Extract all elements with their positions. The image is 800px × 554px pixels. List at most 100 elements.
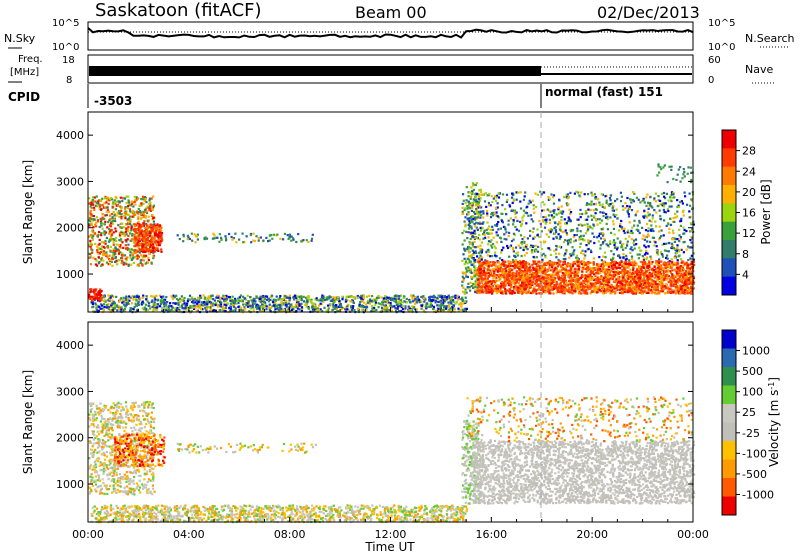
power-point xyxy=(581,238,585,241)
power-point xyxy=(425,303,428,306)
power-point xyxy=(177,310,180,313)
power-point xyxy=(281,303,284,306)
power-point xyxy=(641,237,644,240)
power-point xyxy=(541,258,544,261)
power-point xyxy=(347,308,350,311)
power-point xyxy=(363,301,366,304)
power-point xyxy=(145,303,148,306)
power-point xyxy=(104,214,107,217)
power-point xyxy=(468,255,471,258)
power-point xyxy=(229,305,232,308)
power-point xyxy=(97,231,101,234)
power-point xyxy=(457,310,460,313)
power-point xyxy=(655,245,658,248)
power-point xyxy=(461,210,464,213)
power-point xyxy=(112,300,116,303)
power-point xyxy=(142,224,145,227)
power-point xyxy=(681,202,684,205)
power-point xyxy=(162,302,165,305)
power-point xyxy=(135,299,138,302)
power-point xyxy=(403,300,406,303)
power-point xyxy=(129,254,132,257)
power-point xyxy=(279,306,282,309)
power-point xyxy=(482,193,485,196)
power-point xyxy=(228,296,231,299)
power-point xyxy=(691,246,694,249)
power-point xyxy=(120,306,123,309)
power-point xyxy=(195,299,198,302)
power-point xyxy=(463,292,466,295)
power-point xyxy=(216,236,219,239)
power-point xyxy=(290,235,293,238)
power-point xyxy=(204,303,207,306)
power-point xyxy=(282,308,286,312)
power-point xyxy=(552,237,555,240)
power-point xyxy=(105,210,108,213)
power-point xyxy=(371,304,374,308)
power-point xyxy=(136,222,139,225)
power-point xyxy=(234,232,237,235)
date-title: 02/Dec/2013 xyxy=(597,3,700,22)
power-point xyxy=(668,231,671,234)
power-point xyxy=(524,191,527,194)
power-point xyxy=(296,295,299,298)
power-point xyxy=(668,205,671,208)
power-point xyxy=(471,241,474,244)
power-point xyxy=(555,267,558,271)
power-point xyxy=(193,307,196,310)
power-point xyxy=(120,232,123,235)
power-point xyxy=(480,214,483,217)
power-point xyxy=(469,260,472,263)
power-point xyxy=(464,207,467,210)
power-point xyxy=(514,246,518,249)
power-point xyxy=(496,215,499,218)
power-point xyxy=(486,194,489,197)
power-point xyxy=(495,241,498,244)
power-point xyxy=(482,210,485,213)
power-point xyxy=(127,226,130,229)
power-point xyxy=(135,199,138,202)
power-point xyxy=(595,285,598,288)
power-point xyxy=(560,290,563,293)
power-point xyxy=(474,218,477,221)
power-point xyxy=(286,234,289,237)
power-point xyxy=(519,246,522,249)
power-point xyxy=(152,255,155,258)
power-point xyxy=(437,294,440,297)
power-point xyxy=(494,224,497,227)
power-point xyxy=(603,284,606,287)
power-point xyxy=(380,304,384,307)
power-point xyxy=(314,305,317,308)
power-point xyxy=(100,289,103,293)
power-point xyxy=(151,238,154,241)
power-point xyxy=(411,296,414,299)
power-point xyxy=(132,261,135,264)
power-point xyxy=(433,296,437,299)
power-point xyxy=(321,294,324,297)
power-point xyxy=(120,217,123,220)
power-point xyxy=(432,294,436,297)
power-point xyxy=(680,200,683,203)
power-point xyxy=(693,263,696,266)
power-point xyxy=(671,238,674,241)
power-point xyxy=(251,303,254,306)
power-point xyxy=(122,263,125,266)
power-point xyxy=(525,252,528,255)
power-point xyxy=(637,279,640,282)
power-point xyxy=(614,241,617,244)
power-point xyxy=(624,202,627,205)
power-point xyxy=(470,276,473,279)
power-point xyxy=(471,221,474,224)
power-point xyxy=(498,290,501,293)
power-point xyxy=(131,295,134,298)
power-point xyxy=(125,229,128,232)
power-point xyxy=(521,219,524,222)
power-point xyxy=(572,240,576,243)
power-point xyxy=(150,249,153,252)
power-point xyxy=(91,296,95,299)
power-point xyxy=(487,243,490,246)
power-point xyxy=(683,191,686,194)
power-point xyxy=(298,303,301,306)
power-point xyxy=(364,303,368,306)
power-point xyxy=(335,308,338,311)
